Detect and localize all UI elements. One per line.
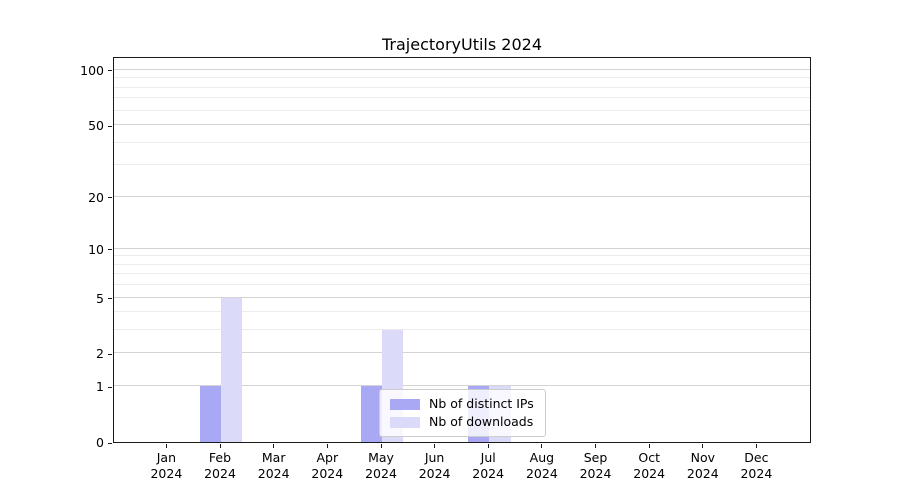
- x-tick-year: 2024: [418, 466, 451, 481]
- x-tick-mark-aug: [541, 444, 543, 448]
- bar-nb-of-distinct-ips-may: [360, 386, 382, 442]
- gridline-10: [114, 247, 810, 249]
- x-tick-month: Nov: [690, 450, 715, 465]
- x-tick-mark-mar: [273, 444, 275, 448]
- bar-nb-of-downloads-feb: [221, 297, 243, 442]
- x-tick-month: May: [368, 450, 394, 465]
- x-tick-month: Jun: [424, 450, 445, 465]
- y-tick-label-100: 100: [80, 62, 104, 78]
- x-tick-mark-sep: [595, 444, 596, 448]
- y-tick-label-50: 50: [88, 118, 104, 133]
- x-tick-label-nov: Nov 2024: [671, 450, 735, 482]
- y-tick-mark-5: [108, 298, 112, 299]
- x-tick-label-feb: Feb 2024: [188, 450, 252, 482]
- plot-area: Nb of distinct IPs Nb of downloads: [113, 57, 811, 443]
- x-tick-year: 2024: [150, 466, 183, 481]
- x-tick-mark-feb: [219, 444, 221, 448]
- chart-legend: Nb of distinct IPs Nb of downloads: [379, 389, 546, 437]
- y-tick-mark-10: [108, 249, 112, 251]
- gridline-100: [114, 68, 810, 70]
- gridline-80: [114, 86, 810, 88]
- x-tick-mark-jan: [165, 444, 167, 448]
- x-tick-month: Jul: [480, 450, 496, 465]
- x-tick-month: Jan: [156, 450, 177, 465]
- x-tick-month: Dec: [744, 450, 769, 465]
- x-tick-year: 2024: [579, 466, 612, 481]
- x-tick-mark-apr: [326, 444, 328, 448]
- legend-row-downloads: Nb of downloads: [390, 414, 537, 430]
- x-tick-mark-jul: [487, 444, 489, 448]
- y-tick-label-0: 0: [96, 435, 104, 450]
- x-tick-month: Oct: [638, 450, 660, 465]
- gridline-1: [114, 385, 810, 387]
- x-tick-year: 2024: [740, 466, 773, 481]
- gridline-2: [114, 352, 810, 354]
- y-tick-mark-2: [108, 353, 112, 355]
- x-tick-month: Sep: [583, 450, 608, 465]
- gridline-40: [114, 141, 810, 143]
- x-tick-label-jun: Jun 2024: [403, 450, 467, 482]
- x-tick-label-apr: Apr 2024: [295, 450, 359, 482]
- x-tick-mark-jun: [434, 444, 436, 448]
- legend-swatch-distinct-ips: [390, 398, 420, 410]
- gridline-7: [114, 273, 810, 275]
- gridline-20: [114, 195, 810, 197]
- x-tick-month: Feb: [208, 450, 232, 465]
- gridline-3: [114, 329, 810, 331]
- gridline-70: [114, 97, 810, 99]
- x-tick-label-sep: Sep 2024: [564, 450, 628, 482]
- x-tick-mark-nov: [702, 444, 704, 448]
- y-tick-label-20: 20: [88, 189, 104, 205]
- x-tick-label-mar: Mar 2024: [242, 450, 306, 482]
- x-tick-label-dec: Dec 2024: [724, 450, 788, 482]
- gridline-60: [114, 109, 810, 111]
- x-tick-label-oct: Oct 2024: [617, 450, 681, 482]
- x-tick-label-may: May 2024: [349, 450, 413, 482]
- y-tick-label-1: 1: [96, 379, 104, 395]
- y-tick-mark-1: [108, 386, 112, 388]
- x-tick-year: 2024: [633, 466, 666, 481]
- x-tick-mark-may: [380, 444, 382, 448]
- gridline-5: [114, 296, 810, 298]
- x-tick-year: 2024: [257, 466, 290, 481]
- y-tick-label-5: 5: [96, 290, 104, 306]
- x-tick-year: 2024: [525, 466, 558, 481]
- gridline-8: [114, 263, 810, 265]
- x-tick-mark-dec: [755, 444, 757, 448]
- x-tick-month: Apr: [316, 450, 339, 465]
- y-tick-mark-20: [108, 197, 112, 198]
- x-tick-month: Aug: [529, 450, 555, 465]
- y-tick-label-10: 10: [88, 241, 104, 257]
- x-tick-year: 2024: [204, 466, 236, 481]
- x-tick-mark-oct: [648, 444, 650, 448]
- x-tick-label-jul: Jul 2024: [456, 450, 520, 482]
- x-tick-year: 2024: [311, 466, 344, 481]
- y-tick-mark-0: [108, 442, 112, 444]
- gridline-4: [114, 311, 810, 313]
- legend-swatch-downloads: [390, 416, 420, 428]
- x-tick-year: 2024: [365, 466, 397, 481]
- y-tick-mark-50: [108, 125, 112, 127]
- x-tick-label-aug: Aug 2024: [510, 450, 574, 482]
- chart-title: TrajectoryUtils 2024: [381, 35, 542, 54]
- x-tick-month: Mar: [261, 450, 286, 465]
- bar-nb-of-distinct-ips-feb: [199, 386, 221, 442]
- legend-label-downloads: Nb of downloads: [429, 414, 534, 429]
- gridline-30: [114, 164, 810, 166]
- x-tick-label-jan: Jan 2024: [134, 450, 198, 482]
- gridline-90: [114, 77, 810, 79]
- gridline-6: [114, 284, 810, 286]
- y-tick-mark-100: [108, 70, 112, 72]
- x-tick-year: 2024: [686, 466, 719, 481]
- gridline-9: [114, 255, 810, 257]
- legend-label-distinct-ips: Nb of distinct IPs: [429, 396, 534, 411]
- y-tick-label-2: 2: [96, 346, 104, 362]
- legend-row-distinct-ips: Nb of distinct IPs: [390, 396, 537, 412]
- gridline-50: [114, 124, 810, 125]
- x-tick-year: 2024: [472, 466, 505, 481]
